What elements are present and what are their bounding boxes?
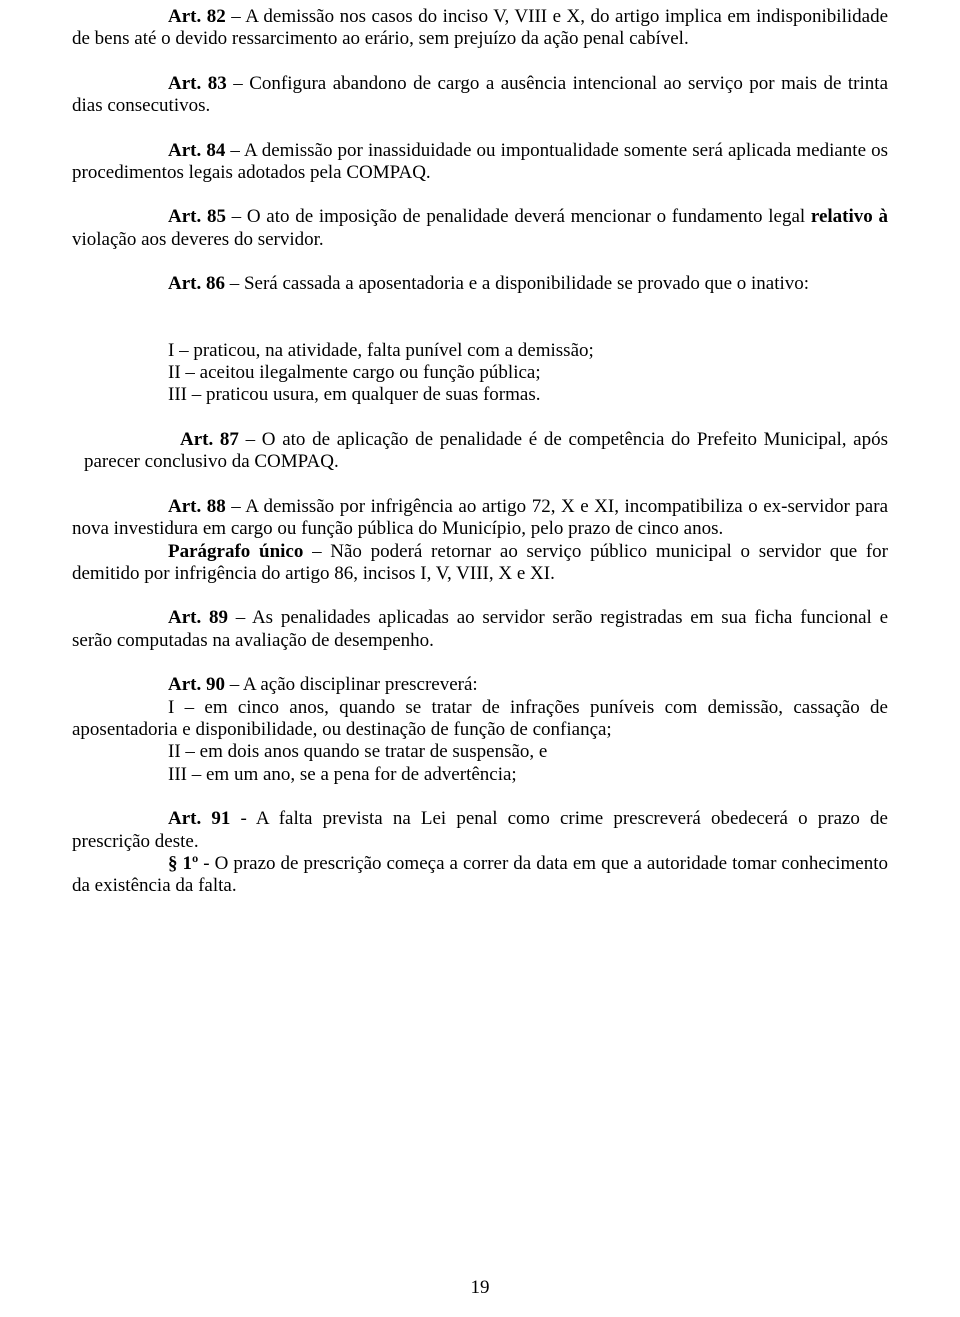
article-label: Art. 86 [168,273,225,294]
article-82: Art. 82 – A demissão nos casos do inciso… [72,6,888,51]
list-item: II – aceitou ilegalmente cargo ou função… [72,362,888,384]
document-page: Art. 82 – A demissão nos casos do inciso… [0,0,960,1317]
article-label: Art. 85 [168,206,226,227]
article-89: Art. 89 – As penalidades aplicadas ao se… [72,607,888,652]
article-bold-b: relativo à [811,206,888,227]
paragrafo-unico-label: Parágrafo único [168,541,303,562]
list-item: III – em um ano, se a pena for de advert… [168,764,517,785]
article-91: Art. 91 - A falta prevista na Lei penal … [72,808,888,853]
article-86-list: I – praticou, na atividade, falta puníve… [72,340,888,407]
list-item: II – em dois anos quando se tratar de su… [168,741,547,762]
article-label: Art. 90 [168,674,225,695]
article-label: Art. 88 [168,496,226,517]
article-label: Art. 87 [180,429,239,450]
article-88-pu: Parágrafo único – Não poderá retornar ao… [72,541,888,586]
article-91-p1: § 1º - O prazo de prescrição começa a co… [72,853,888,898]
article-90-ii: II – em dois anos quando se tratar de su… [72,741,888,763]
list-item: III – praticou usura, em qualquer de sua… [72,384,888,406]
article-text-c: violação aos deveres do servidor. [72,229,324,250]
article-88: Art. 88 – A demissão por infrigência ao … [72,496,888,541]
article-87: Art. 87 – O ato de aplicação de penalida… [72,429,888,474]
article-label: Art. 89 [168,607,228,628]
article-text: – Será cassada a aposentadoria e a dispo… [225,273,809,294]
article-90: Art. 90 – A ação disciplinar prescreverá… [72,674,888,696]
article-90-i: I – em cinco anos, quando se tratar de i… [72,697,888,742]
article-label: Art. 91 [168,808,230,829]
article-label: Art. 83 [168,73,227,94]
article-90-iii: III – em um ano, se a pena for de advert… [72,764,888,786]
article-text-a: – O ato de imposição de penalidade dever… [226,206,811,227]
article-86: Art. 86 – Será cassada a aposentadoria e… [72,273,888,295]
article-84: Art. 84 – A demissão por inassiduidade o… [72,140,888,185]
article-label: Art. 84 [168,140,225,161]
article-text: – A ação disciplinar prescreverá: [225,674,478,695]
list-item: I – em cinco anos, quando se tratar de i… [72,697,888,740]
list-item: I – praticou, na atividade, falta puníve… [72,340,888,362]
article-85: Art. 85 – O ato de imposição de penalida… [72,206,888,251]
article-label: Art. 82 [168,6,226,27]
paragraph-1-label: § 1º [168,853,198,874]
page-number: 19 [0,1277,960,1299]
article-83: Art. 83 – Configura abandono de cargo a … [72,73,888,118]
